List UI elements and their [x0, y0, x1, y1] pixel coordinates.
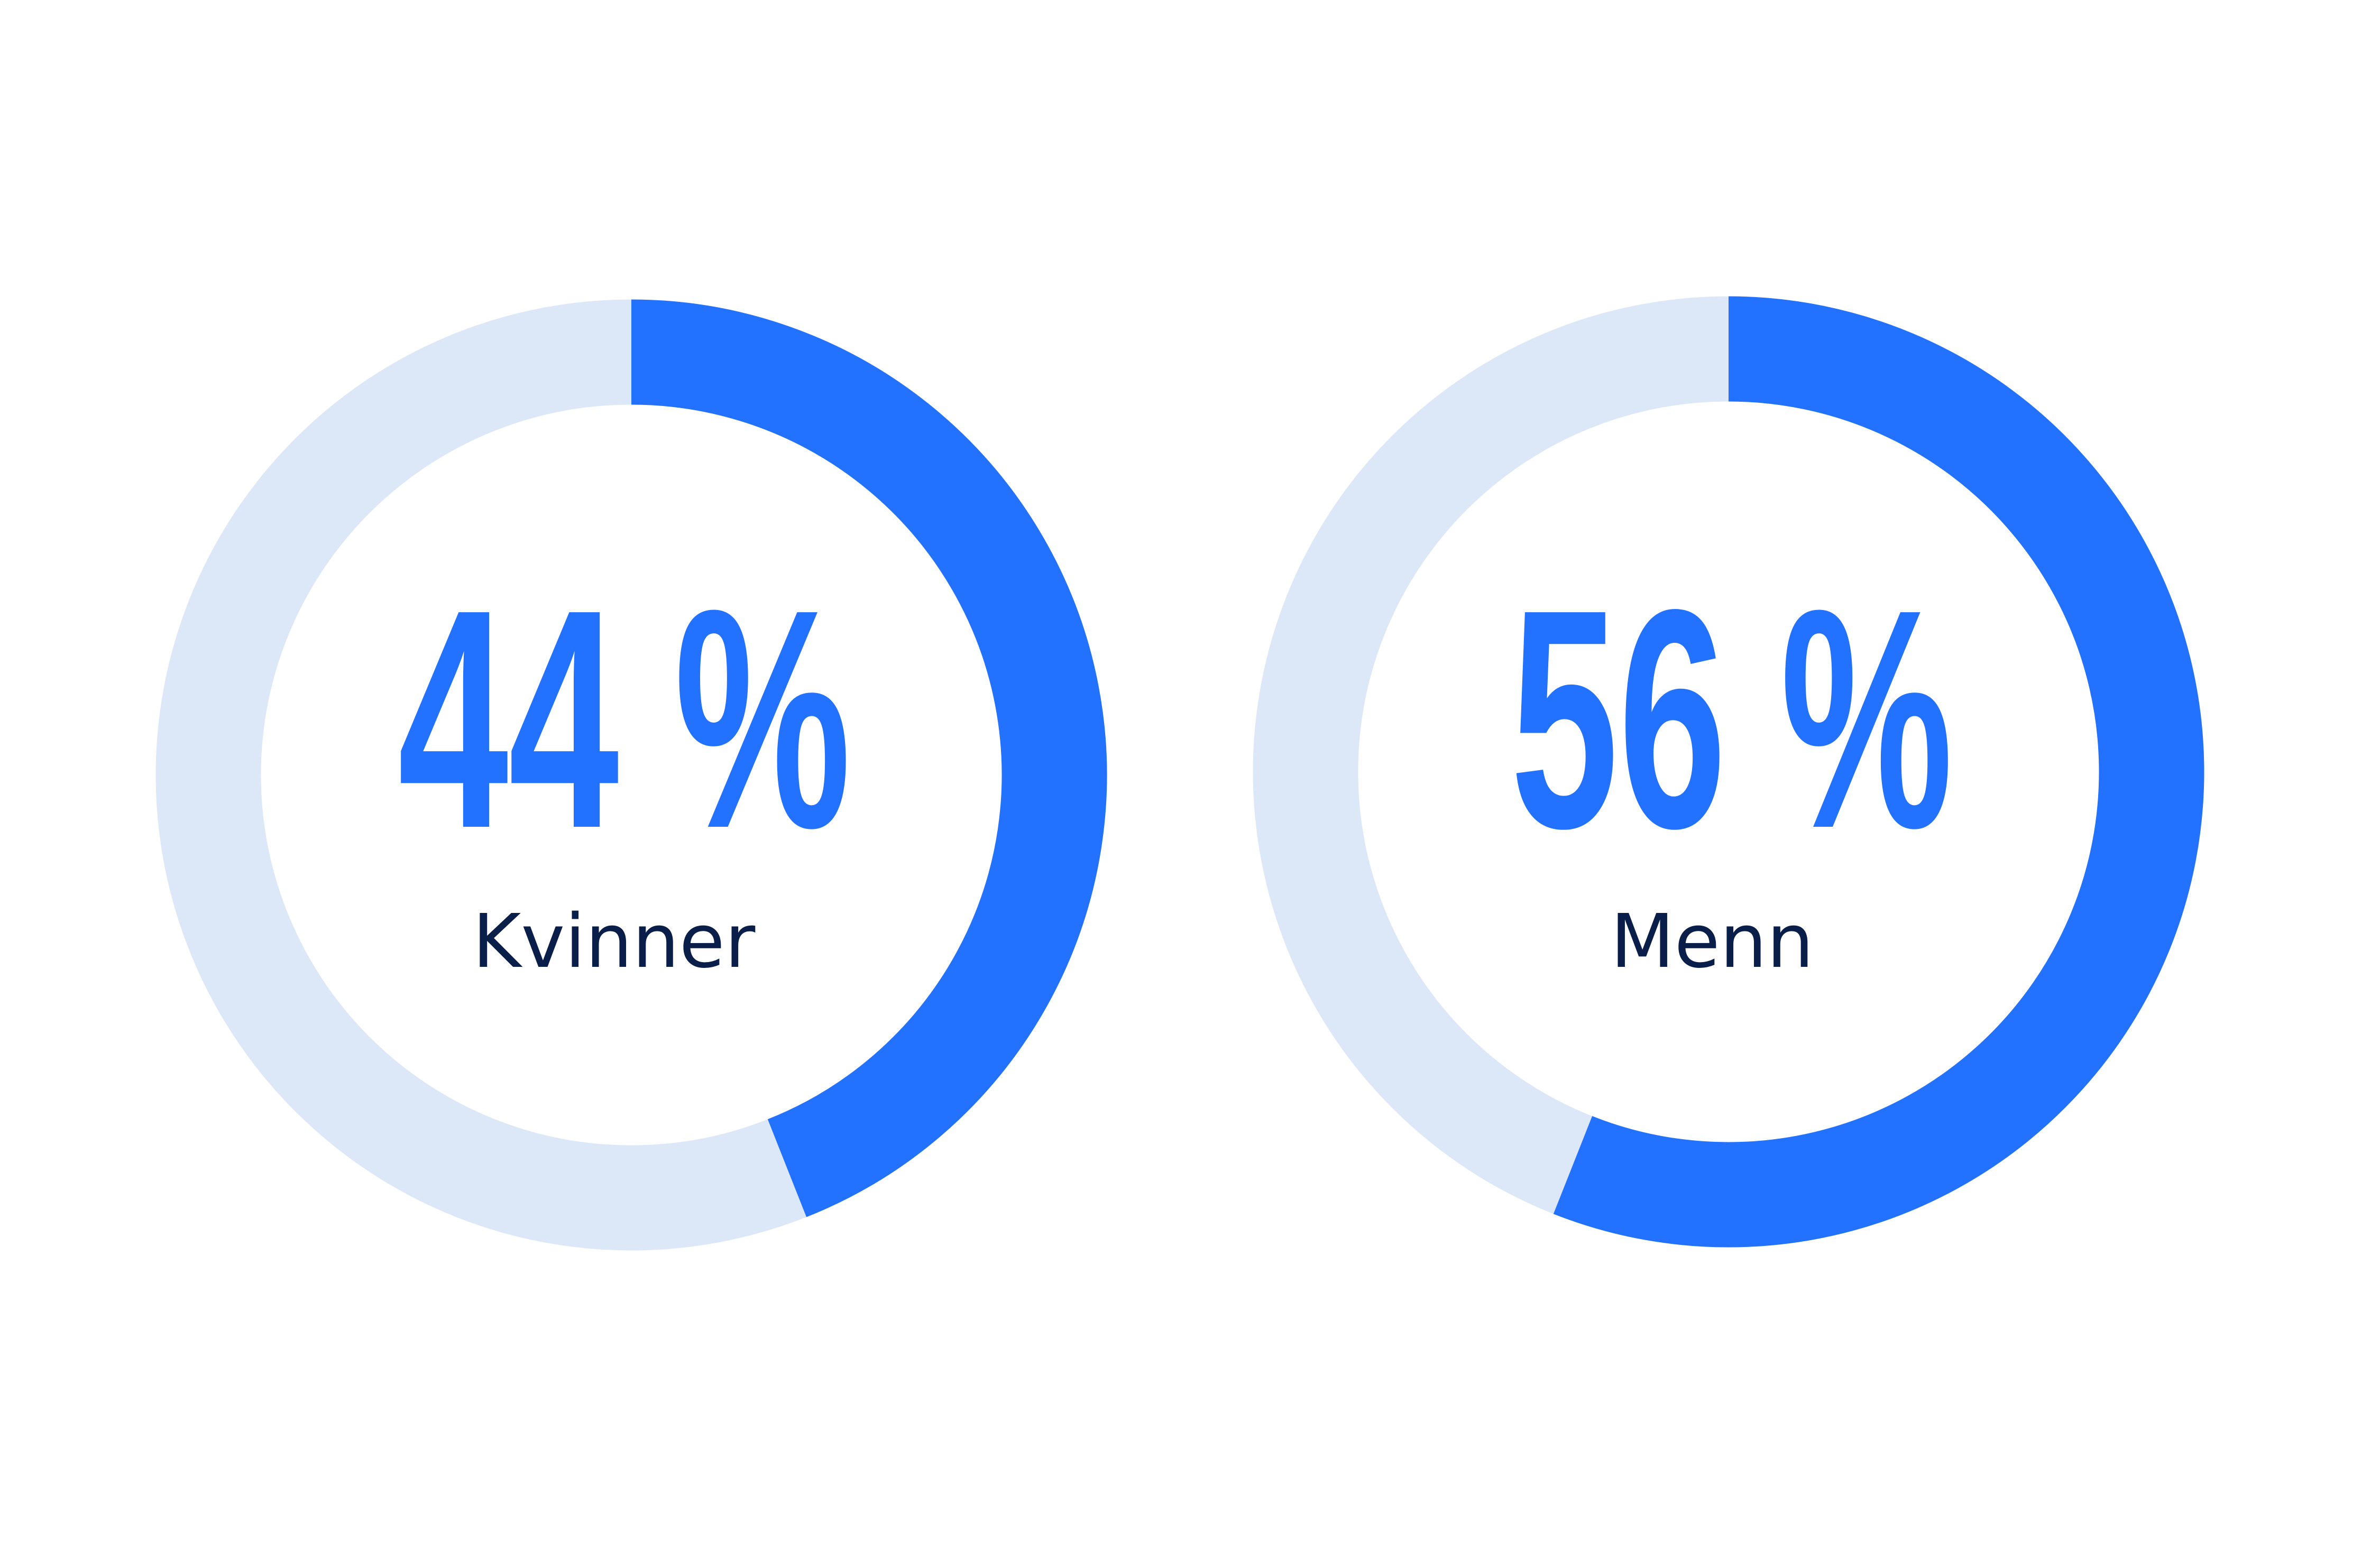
donut-arc-value [1554, 296, 2204, 1248]
donut-kvinner: 44 % Kvinner [155, 299, 1107, 1251]
value-label: 56 % [1511, 545, 1953, 893]
donut-arc-value [631, 299, 1107, 1217]
category-label: Kvinner [473, 899, 756, 985]
donut-menn: 56 % Menn [1253, 296, 2204, 1248]
value-label: 44 % [398, 545, 851, 893]
category-label: Menn [1611, 899, 1814, 985]
